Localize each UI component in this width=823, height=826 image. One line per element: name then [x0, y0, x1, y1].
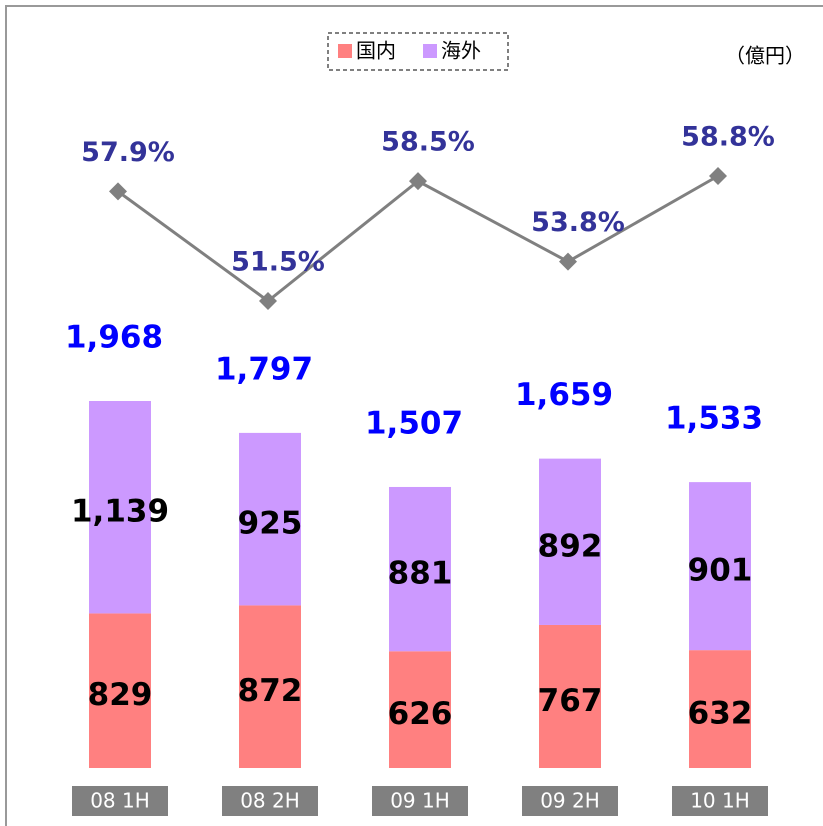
bar-segment — [89, 401, 151, 614]
bar-segment — [239, 432, 301, 606]
frame — [5, 5, 823, 826]
x-tick-box — [222, 786, 318, 816]
segment-label: 632 — [688, 696, 753, 732]
x-tick-label: 09 2H — [540, 789, 600, 813]
segment-label: 881 — [388, 556, 453, 592]
x-tick-box — [672, 786, 768, 816]
total-label: 1,659 — [515, 377, 613, 413]
segment-label: 892 — [538, 528, 603, 564]
total-label: 1,533 — [665, 401, 763, 437]
ratio-label: 58.5% — [381, 127, 475, 158]
legend-box — [327, 32, 509, 71]
ratio-line — [117, 174, 719, 303]
segment-label: 872 — [238, 673, 303, 709]
x-tick-label: 10 1H — [690, 789, 750, 813]
bar-segment — [539, 458, 601, 625]
segment-label: 1,139 — [71, 494, 169, 530]
ratio-marker — [559, 252, 577, 271]
ratio-marker — [409, 172, 427, 191]
legend-label: 国内 — [356, 39, 396, 63]
segment-label: 925 — [238, 506, 303, 542]
bar-segment — [389, 651, 451, 768]
total-label: 1,507 — [365, 405, 463, 441]
unit-label: （億円） — [725, 44, 805, 68]
bar-segment — [239, 605, 301, 768]
segment-label: 767 — [538, 683, 603, 719]
segment-label: 626 — [388, 696, 453, 732]
legend-swatch — [338, 44, 352, 58]
bar-segment — [689, 650, 751, 768]
ratio-marker — [259, 292, 277, 310]
x-tick-label: 09 1H — [390, 789, 450, 813]
segment-label: 901 — [688, 553, 753, 589]
x-tick-label: 08 2H — [240, 789, 300, 813]
ratio-marker — [709, 167, 727, 185]
ratio-label: 58.8% — [681, 122, 775, 153]
x-tick-box — [72, 786, 168, 816]
legend-label: 海外 — [441, 39, 481, 63]
total-label: 1,797 — [215, 351, 313, 387]
bar-segment — [89, 613, 151, 768]
ratio-marker — [109, 182, 127, 201]
ratio-label: 53.8% — [531, 207, 625, 238]
x-tick-box — [372, 786, 468, 816]
legend-swatch — [423, 44, 437, 58]
bar-segment — [389, 486, 451, 652]
ratio-label: 51.5% — [231, 247, 325, 278]
bar-segment — [539, 624, 601, 768]
ratio-label: 57.9% — [81, 137, 175, 168]
total-label: 1,968 — [65, 320, 163, 356]
bar-segment — [689, 482, 751, 651]
x-tick-label: 08 1H — [90, 789, 150, 813]
x-tick-box — [522, 786, 618, 816]
segment-label: 829 — [88, 677, 153, 713]
